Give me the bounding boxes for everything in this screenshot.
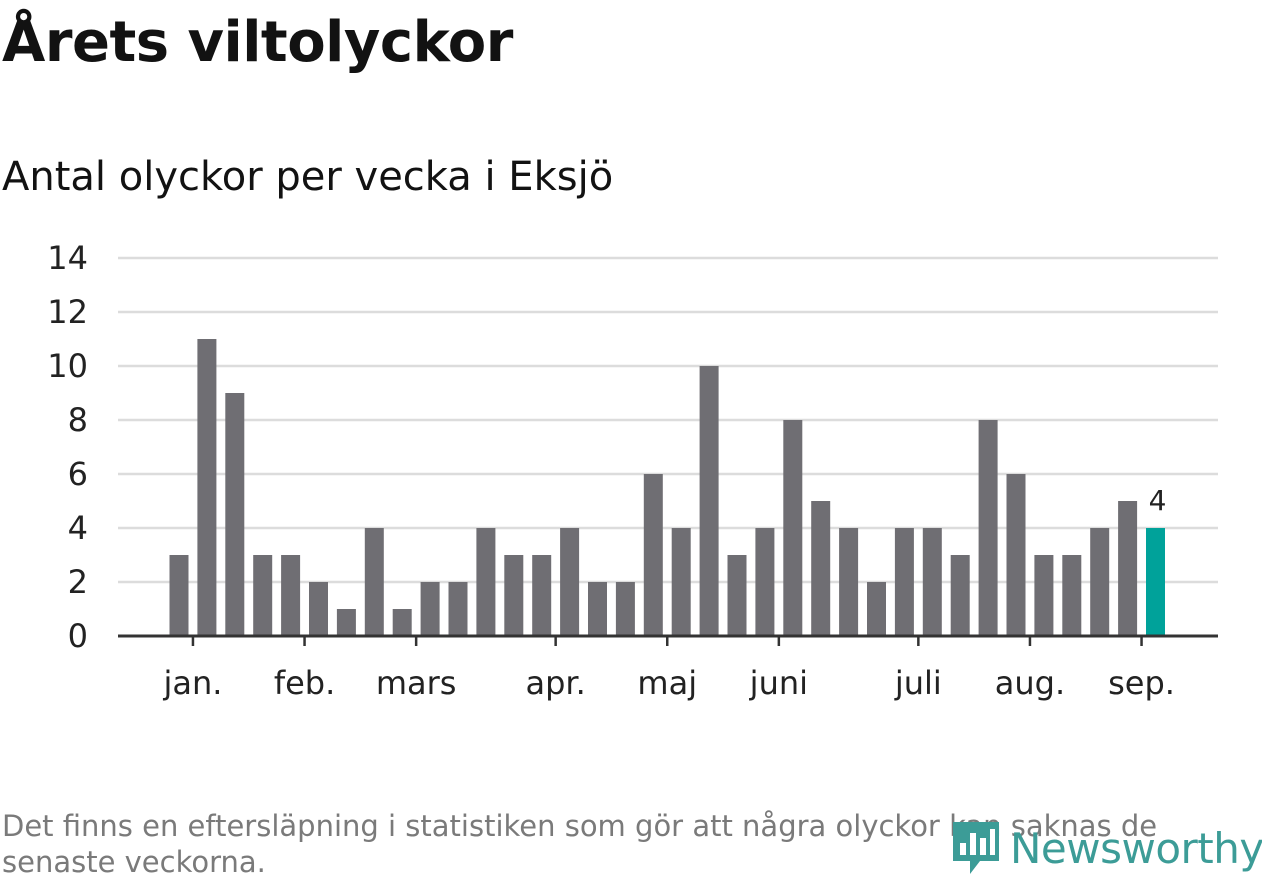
x-tick-label: apr. — [525, 664, 585, 702]
bar — [950, 555, 970, 636]
bar — [309, 582, 328, 636]
x-tick-label: feb. — [274, 664, 335, 702]
bar — [699, 366, 719, 636]
bar — [448, 582, 468, 636]
bar — [336, 609, 356, 636]
bars: 4 — [169, 339, 1167, 636]
bar — [281, 555, 301, 636]
bar — [978, 420, 998, 636]
x-tick-label: juli — [894, 664, 942, 702]
chart-subtitle: Antal olyckor per vecka i Eksjö — [2, 154, 614, 200]
bar-highlight — [1146, 528, 1165, 636]
y-axis-ticks: 0 2 4 6 8 10 12 14 — [47, 239, 88, 655]
bar — [839, 528, 859, 636]
bar — [615, 582, 635, 636]
y-tick-label: 2 — [68, 563, 88, 601]
newsworthy-logo: Newsworthy — [950, 818, 1262, 878]
bar — [476, 528, 496, 636]
x-tick-label: maj — [637, 664, 697, 702]
bar — [811, 501, 831, 636]
bar — [392, 609, 412, 636]
bar — [643, 474, 663, 636]
bar — [253, 555, 273, 636]
bar — [364, 528, 384, 636]
bar — [727, 555, 747, 636]
bar — [225, 393, 245, 636]
x-axis-ticks: jan. feb. mars apr. maj juni juli aug. sep. — [162, 636, 1175, 702]
logo-text: Newsworthy — [1010, 823, 1262, 873]
bar — [1090, 528, 1110, 636]
bar — [755, 528, 775, 636]
bar — [560, 528, 580, 636]
y-tick-label: 6 — [68, 455, 88, 493]
y-tick-label: 14 — [47, 239, 88, 277]
bar — [1118, 501, 1138, 636]
bar — [922, 528, 942, 636]
bar-value-label: 4 — [1149, 484, 1167, 517]
x-tick-label: sep. — [1108, 664, 1175, 702]
bar — [894, 528, 914, 636]
bar — [1006, 474, 1026, 636]
x-tick-label: aug. — [995, 664, 1065, 702]
newsworthy-chart-icon — [953, 822, 999, 874]
bar — [588, 582, 607, 636]
x-tick-label: juni — [749, 664, 808, 702]
gridlines — [118, 256, 1218, 584]
y-tick-label: 4 — [68, 509, 88, 547]
bar — [197, 339, 217, 636]
bar-chart: 0 2 4 6 8 10 12 14 4 jan. feb. mars apr. maj juni jul… — [47, 239, 1218, 702]
bar — [169, 555, 189, 636]
bar — [867, 582, 886, 636]
bar — [532, 555, 552, 636]
x-tick-label: mars — [376, 664, 457, 702]
bar — [1062, 555, 1082, 636]
y-tick-label: 10 — [47, 347, 88, 385]
chart-title: Årets viltolyckor — [2, 10, 513, 75]
bar — [504, 555, 524, 636]
y-tick-label: 12 — [47, 293, 88, 331]
bar — [420, 582, 440, 636]
x-tick-label: jan. — [162, 664, 222, 702]
bar — [783, 420, 803, 636]
y-tick-label: 0 — [68, 617, 88, 655]
y-tick-label: 8 — [68, 401, 88, 439]
bar — [1034, 555, 1054, 636]
bar — [671, 528, 691, 636]
